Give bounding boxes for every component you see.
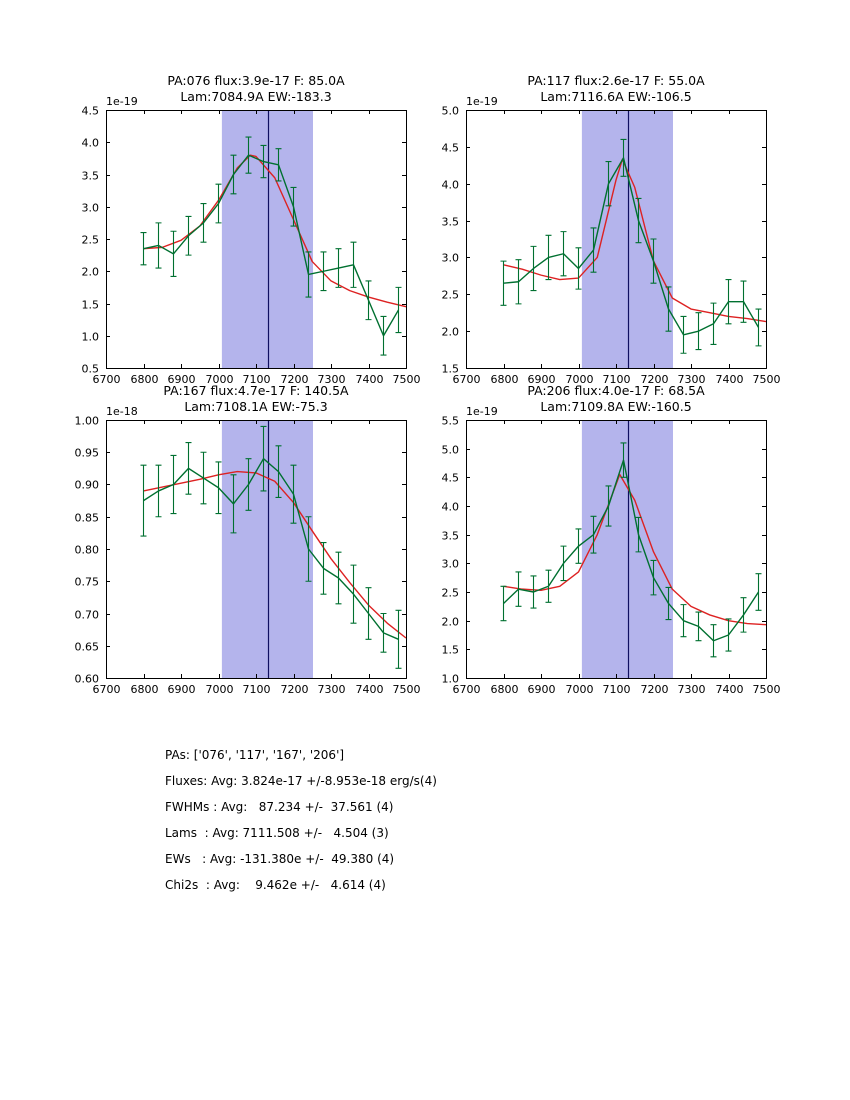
summary-line-fwhms: FWHMs : Avg: 87.234 +/- 37.561 (4) [165, 800, 394, 814]
subplot-1-title-line1: PA:076 flux:3.9e-17 F: 85.0A [167, 73, 345, 88]
subplot-3-plot [46, 408, 426, 708]
subplot-1-plot [46, 98, 426, 398]
summary-line-ews: EWs : Avg: -131.380e +/- 49.380 (4) [165, 852, 395, 866]
subplot-4-plot [406, 408, 786, 708]
summary-line-pas: PAs: ['076', '117', '167', '206'] [165, 748, 345, 762]
summary-line-fluxes: Fluxes: Avg: 3.824e-17 +/-8.953e-18 erg/… [165, 774, 437, 788]
subplot-4-title-line1: PA:206 flux:4.0e-17 F: 68.5A [527, 383, 705, 398]
subplot-2-title-line1: PA:117 flux:2.6e-17 F: 55.0A [527, 73, 705, 88]
summary-line-lams: Lams : Avg: 7111.508 +/- 4.504 (3) [165, 826, 389, 840]
summary-block: PAs: ['076', '117', '167', '206'] Fluxes… [165, 742, 437, 898]
subplot-2-plot [406, 98, 786, 398]
subplot-3-title-line1: PA:167 flux:4.7e-17 F: 140.5A [163, 383, 349, 398]
summary-line-chi2s: Chi2s : Avg: 9.462e +/- 4.614 (4) [165, 878, 386, 892]
